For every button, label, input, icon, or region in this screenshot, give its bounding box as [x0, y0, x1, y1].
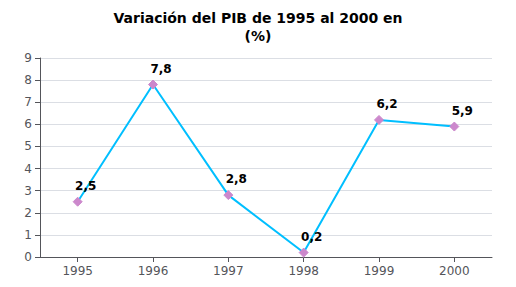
- svg-text:1: 1: [24, 228, 32, 242]
- svg-text:6,2: 6,2: [376, 97, 397, 111]
- svg-text:2: 2: [24, 206, 32, 220]
- svg-text:1999: 1999: [364, 264, 395, 278]
- svg-text:1998: 1998: [288, 264, 319, 278]
- svg-text:7: 7: [24, 95, 32, 109]
- svg-text:1995: 1995: [62, 264, 93, 278]
- svg-text:7,8: 7,8: [150, 62, 171, 76]
- svg-text:5,9: 5,9: [452, 104, 473, 118]
- svg-text:0,2: 0,2: [301, 230, 322, 244]
- svg-text:8: 8: [24, 73, 32, 87]
- svg-text:3: 3: [24, 184, 32, 198]
- svg-text:6: 6: [24, 117, 32, 131]
- svg-text:Variación del PIB de 1995 al 2: Variación del PIB de 1995 al 2000 en: [113, 10, 402, 26]
- svg-text:5: 5: [24, 139, 32, 153]
- svg-text:2,8: 2,8: [226, 172, 247, 186]
- svg-text:2,5: 2,5: [75, 179, 96, 193]
- svg-text:(%): (%): [245, 28, 272, 44]
- svg-text:0: 0: [24, 250, 32, 264]
- svg-text:1996: 1996: [138, 264, 169, 278]
- svg-text:4: 4: [24, 162, 32, 176]
- svg-text:2000: 2000: [439, 264, 470, 278]
- svg-text:9: 9: [24, 51, 32, 65]
- svg-text:1997: 1997: [213, 264, 244, 278]
